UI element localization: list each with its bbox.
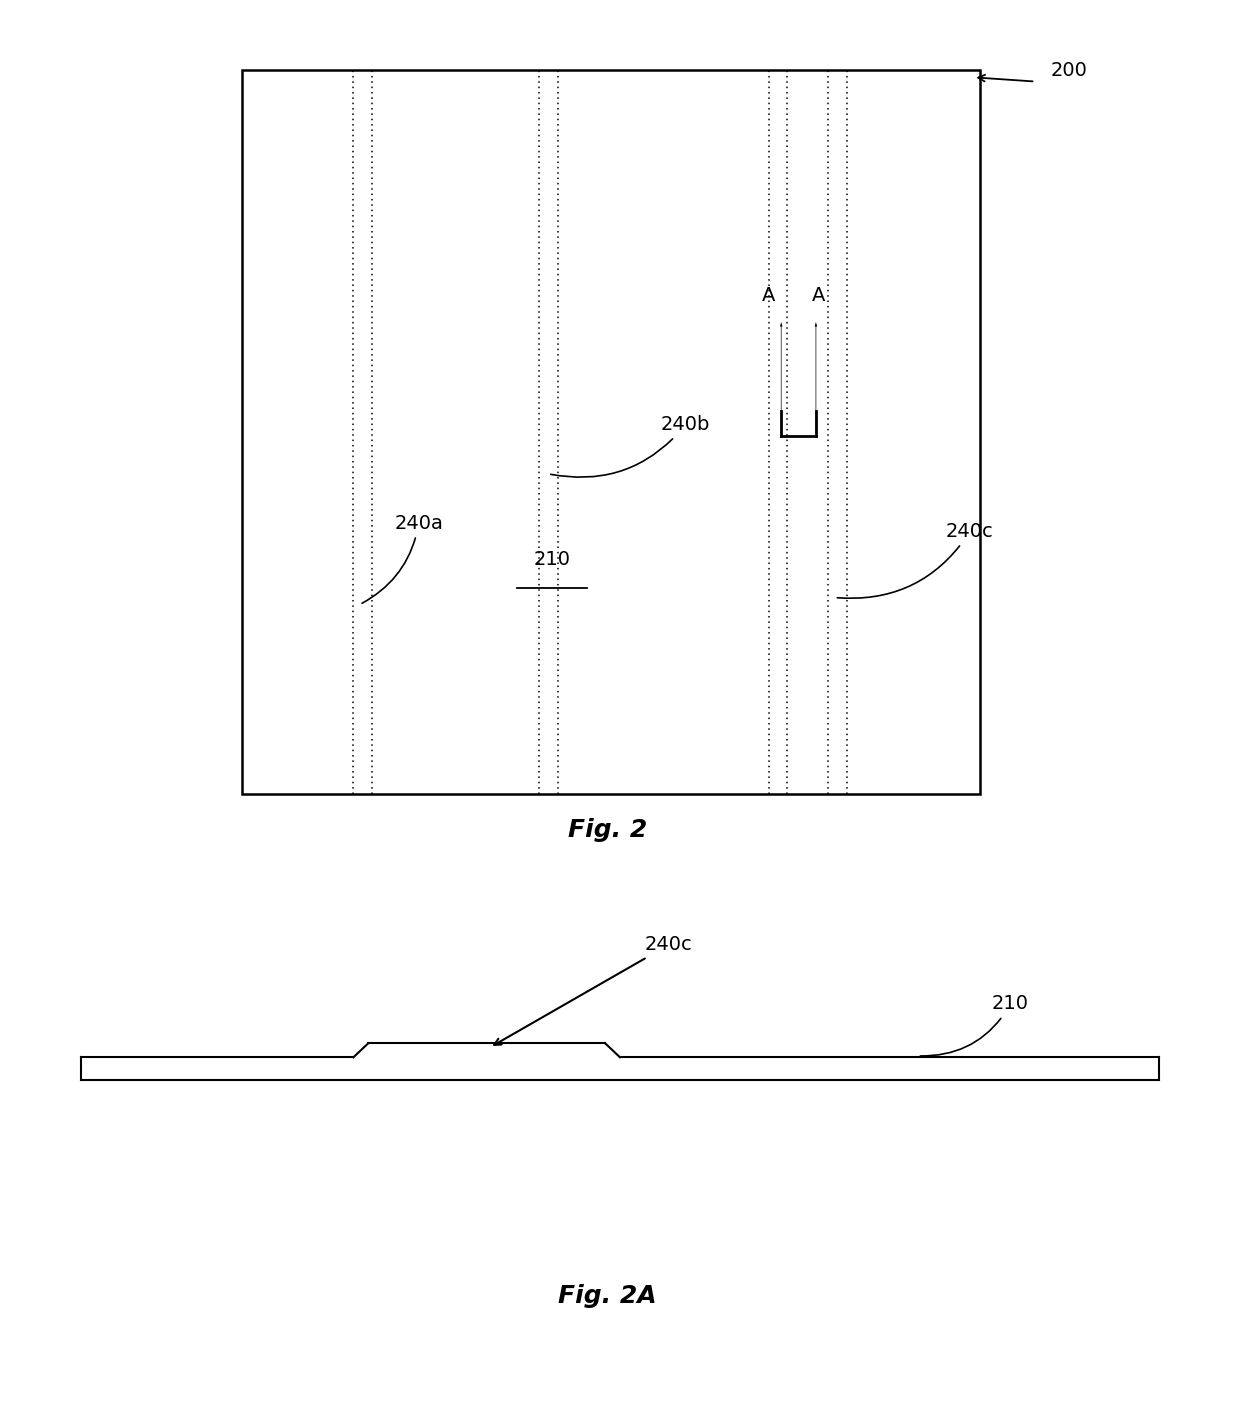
Text: A: A xyxy=(812,285,825,305)
Bar xyxy=(242,70,980,794)
Bar xyxy=(81,1057,353,1080)
Text: 240c: 240c xyxy=(495,935,693,1045)
Text: 210: 210 xyxy=(920,994,1029,1056)
Text: 240b: 240b xyxy=(551,415,711,477)
Text: 200: 200 xyxy=(1050,60,1087,80)
Text: 210: 210 xyxy=(533,550,570,569)
Text: A: A xyxy=(763,285,775,305)
Text: Fig. 2A: Fig. 2A xyxy=(558,1284,657,1309)
Text: 240c: 240c xyxy=(837,522,994,599)
Polygon shape xyxy=(353,1043,620,1080)
Text: 240a: 240a xyxy=(362,513,443,603)
Bar xyxy=(620,1057,1159,1080)
Text: Fig. 2: Fig. 2 xyxy=(568,817,647,842)
